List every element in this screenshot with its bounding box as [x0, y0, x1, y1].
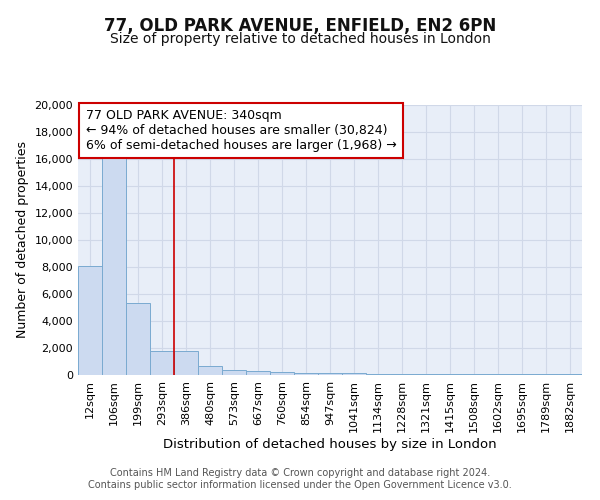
Bar	[558, 374, 582, 375]
Bar	[366, 374, 390, 375]
Bar	[318, 373, 342, 375]
Bar	[414, 374, 438, 375]
Bar	[174, 350, 198, 375]
Bar	[342, 373, 366, 375]
Bar	[150, 350, 174, 375]
Text: 77 OLD PARK AVENUE: 340sqm
← 94% of detached houses are smaller (30,824)
6% of s: 77 OLD PARK AVENUE: 340sqm ← 94% of deta…	[86, 109, 397, 152]
Bar	[390, 374, 414, 375]
Text: 77, OLD PARK AVENUE, ENFIELD, EN2 6PN: 77, OLD PARK AVENUE, ENFIELD, EN2 6PN	[104, 18, 496, 36]
Y-axis label: Number of detached properties: Number of detached properties	[16, 142, 29, 338]
Bar	[486, 374, 510, 375]
Bar	[534, 374, 558, 375]
Bar	[102, 152, 126, 375]
Text: Contains public sector information licensed under the Open Government Licence v3: Contains public sector information licen…	[88, 480, 512, 490]
Bar	[294, 372, 318, 375]
Bar	[270, 372, 294, 375]
Text: Size of property relative to detached houses in London: Size of property relative to detached ho…	[110, 32, 490, 46]
Bar	[126, 304, 150, 375]
Bar	[198, 366, 222, 375]
Bar	[222, 370, 246, 375]
Bar	[438, 374, 462, 375]
Text: Contains HM Land Registry data © Crown copyright and database right 2024.: Contains HM Land Registry data © Crown c…	[110, 468, 490, 477]
Bar	[510, 374, 534, 375]
Bar	[78, 266, 102, 375]
X-axis label: Distribution of detached houses by size in London: Distribution of detached houses by size …	[163, 438, 497, 450]
Bar	[462, 374, 486, 375]
Bar	[246, 372, 270, 375]
